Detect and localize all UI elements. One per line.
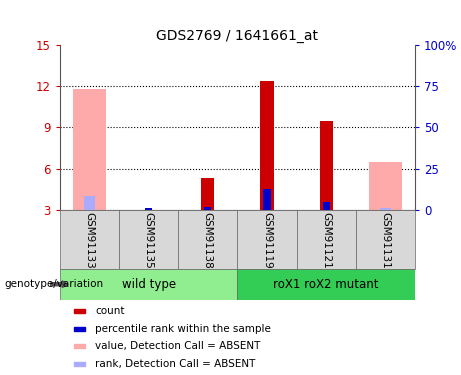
Bar	[74, 309, 85, 313]
Bar	[201, 178, 214, 210]
Bar	[145, 208, 152, 210]
Bar	[119, 210, 178, 268]
Bar	[237, 210, 296, 268]
Bar	[319, 121, 333, 210]
Text: roX1 roX2 mutant: roX1 roX2 mutant	[273, 278, 379, 291]
Text: wild type: wild type	[122, 278, 176, 291]
Bar	[260, 81, 273, 210]
Bar	[74, 344, 85, 348]
Text: GSM91135: GSM91135	[144, 212, 154, 268]
Title: GDS2769 / 1641661_at: GDS2769 / 1641661_at	[156, 28, 319, 43]
Bar	[178, 210, 237, 268]
Bar	[74, 362, 85, 366]
Bar	[60, 210, 119, 268]
Text: GSM91121: GSM91121	[321, 212, 331, 268]
Text: GSM91131: GSM91131	[380, 212, 390, 268]
Bar	[74, 327, 85, 331]
Bar	[204, 207, 212, 210]
Bar	[263, 189, 271, 210]
Bar	[380, 208, 390, 210]
Bar	[296, 210, 356, 268]
Bar	[237, 268, 415, 300]
Bar	[323, 202, 330, 210]
Bar	[369, 162, 402, 210]
Bar	[60, 268, 237, 300]
Bar	[73, 89, 106, 210]
Text: rank, Detection Call = ABSENT: rank, Detection Call = ABSENT	[95, 359, 256, 369]
Text: GSM91133: GSM91133	[84, 212, 95, 268]
Text: GSM91138: GSM91138	[203, 212, 213, 268]
Text: GSM91119: GSM91119	[262, 212, 272, 268]
Text: value, Detection Call = ABSENT: value, Detection Call = ABSENT	[95, 341, 261, 351]
Text: percentile rank within the sample: percentile rank within the sample	[95, 324, 272, 334]
Bar	[84, 196, 95, 210]
Text: count: count	[95, 306, 125, 316]
Bar	[356, 210, 415, 268]
Text: genotype/variation: genotype/variation	[5, 279, 104, 289]
